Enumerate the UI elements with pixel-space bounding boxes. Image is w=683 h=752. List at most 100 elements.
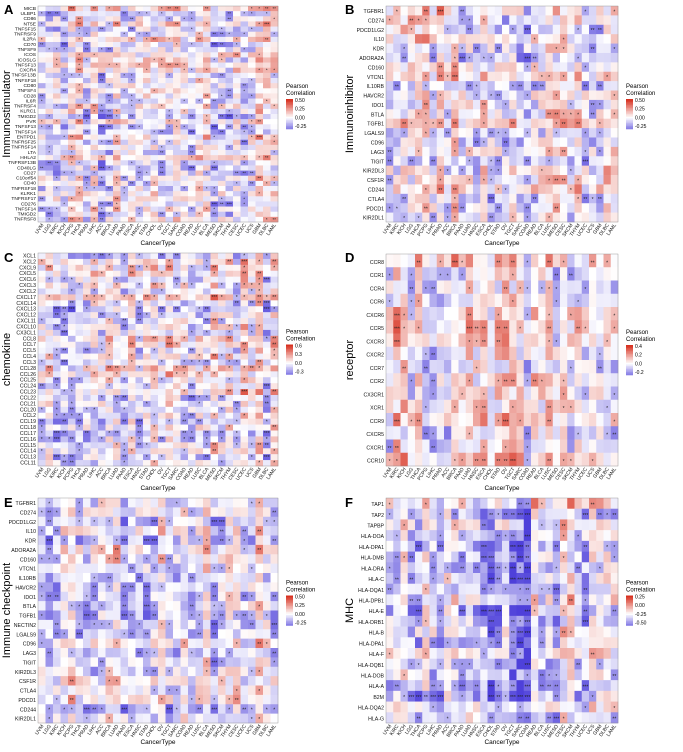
heatmap-cell: [210, 253, 219, 260]
heatmap-cell: [487, 399, 496, 414]
significance-mark: *: [258, 260, 260, 266]
heatmap-cell: [203, 42, 211, 48]
heatmap-cell: [233, 165, 241, 171]
heatmap-cell: [444, 137, 452, 148]
heatmap-cell: [53, 52, 61, 58]
heatmap-cell: [120, 454, 129, 461]
heatmap-cell: [203, 6, 211, 12]
significance-mark: **: [533, 84, 537, 90]
heatmap-cell: [225, 418, 234, 425]
heatmap-cell: [218, 144, 226, 151]
heatmap-cell: [552, 156, 561, 166]
heatmap-cell: [545, 426, 554, 440]
heatmap-cell: [415, 34, 423, 44]
significance-mark: *: [490, 160, 492, 166]
heatmap-cell: [531, 439, 539, 454]
heatmap-cell: [210, 400, 219, 408]
heatmap-cell: [195, 264, 204, 272]
heatmap-cell: [458, 71, 467, 82]
heatmap-cell: [422, 307, 430, 321]
significance-mark: **: [272, 260, 276, 266]
heatmap-cell: [465, 193, 474, 204]
heatmap-cell: [422, 137, 430, 148]
row-label: KLRC1: [20, 109, 36, 115]
significance-mark: *: [403, 47, 405, 53]
significance-mark: **: [122, 325, 126, 331]
heatmap-cell: [444, 267, 452, 281]
heatmap-cell: [225, 144, 234, 151]
heatmap-cell: [487, 184, 496, 195]
legend-swatch: [286, 353, 293, 356]
legend-swatch: [286, 108, 293, 110]
heatmap-cell: [90, 306, 99, 313]
heatmap-cell: [128, 412, 136, 419]
heatmap-cell: [516, 52, 525, 63]
heatmap-cell: [113, 377, 121, 384]
significance-mark: **: [228, 11, 232, 16]
heatmap-cell: [263, 282, 271, 289]
heatmap-cell: [120, 139, 129, 146]
heatmap-cell: [150, 134, 159, 141]
heatmap-cell: [53, 306, 61, 313]
heatmap-cell: [173, 377, 181, 384]
heatmap-cell: [75, 21, 84, 27]
heatmap-cell: [610, 413, 619, 427]
row-label: TNFRSF25: [11, 140, 36, 146]
significance-mark: **: [496, 94, 500, 100]
heatmap-cell: [83, 62, 91, 69]
heatmap-cell: [90, 359, 99, 366]
heatmap-cell: [451, 175, 459, 185]
heatmap-cell: [120, 341, 129, 348]
heatmap-cell: [105, 103, 114, 110]
heatmap-cell: [113, 114, 121, 120]
significance-mark: **: [40, 384, 44, 390]
significance-mark: *: [146, 455, 148, 461]
heatmap-cell: [143, 155, 151, 161]
heatmap-cell: [218, 324, 226, 331]
heatmap-cell: [233, 98, 241, 105]
heatmap-cell: [53, 108, 61, 115]
heatmap-cell: [516, 137, 525, 148]
significance-mark: *: [71, 402, 73, 408]
heatmap-cell: [188, 67, 196, 74]
significance-mark: *: [183, 336, 185, 342]
significance-mark: **: [122, 455, 126, 461]
significance-mark: **: [533, 56, 537, 62]
heatmap-cell: [75, 6, 84, 12]
significance-mark: *: [548, 75, 550, 81]
heatmap-cell: [68, 282, 76, 289]
heatmap-cell: [188, 139, 196, 146]
significance-mark: *: [505, 131, 507, 137]
heatmap-cell: [589, 81, 597, 91]
heatmap-cell: [38, 88, 46, 94]
heatmap-cell: [465, 109, 474, 119]
heatmap-cell: [195, 78, 204, 84]
heatmap-cell: [195, 83, 204, 89]
column-label: UVM: [382, 223, 393, 236]
heatmap-cell: [248, 270, 256, 277]
heatmap-cell: [120, 72, 129, 79]
heatmap-cell: [567, 280, 575, 295]
heatmap-cell: [38, 36, 46, 43]
significance-mark: *: [425, 122, 427, 128]
significance-mark: *: [258, 289, 260, 295]
heatmap-cell: [68, 11, 76, 17]
significance-mark: *: [78, 378, 80, 384]
heatmap-cell: [465, 90, 474, 101]
heatmap-cell: [538, 52, 546, 63]
heatmap-cell: [531, 90, 539, 101]
heatmap-cell: [113, 460, 121, 467]
heatmap-cell: [451, 15, 459, 26]
heatmap-cell: [180, 57, 189, 63]
significance-mark: *: [108, 431, 110, 437]
significance-mark: *: [63, 47, 65, 52]
heatmap-cell: [458, 62, 467, 73]
heatmap-cell: [143, 21, 151, 27]
heatmap-cell: [415, 386, 423, 401]
heatmap-cell: [509, 34, 517, 44]
heatmap-cell: [203, 288, 211, 295]
significance-mark: *: [191, 155, 193, 160]
heatmap-cell: [45, 186, 54, 192]
heatmap-cell: [263, 144, 271, 151]
heatmap-cell: [203, 371, 211, 378]
